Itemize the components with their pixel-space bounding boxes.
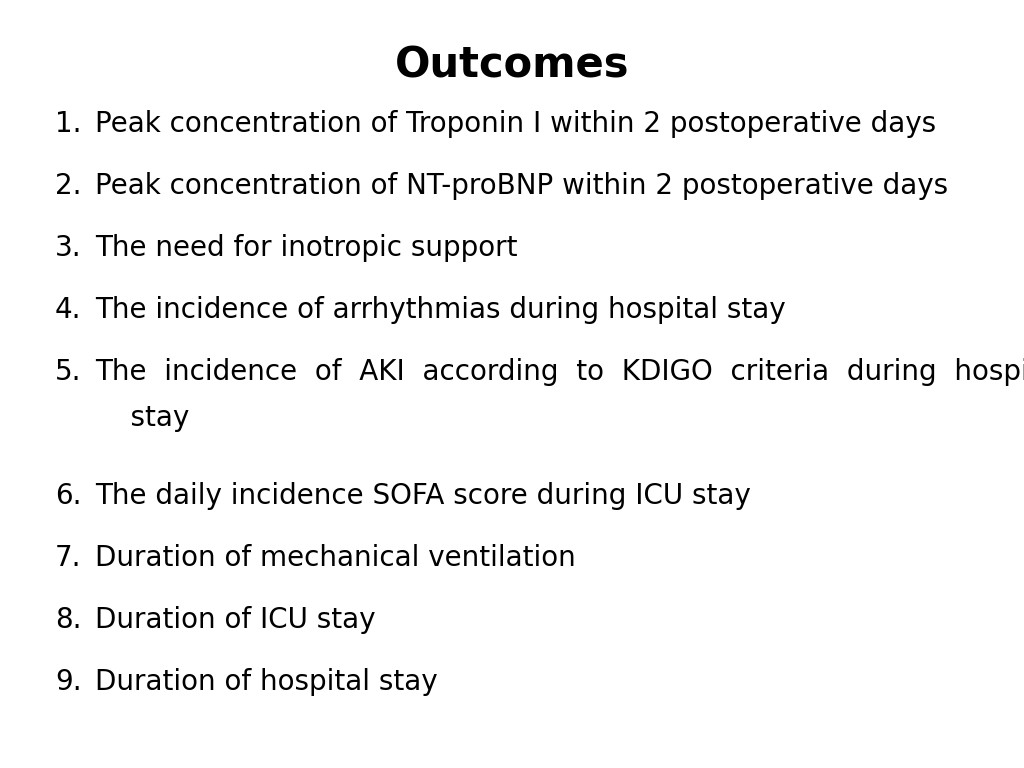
Text: Duration of ICU stay: Duration of ICU stay <box>95 606 376 634</box>
Text: 9.: 9. <box>55 668 82 696</box>
Text: The  incidence  of  AKI  according  to  KDIGO  criteria  during  hospital
    st: The incidence of AKI according to KDIGO … <box>95 358 1024 432</box>
Text: Duration of mechanical ventilation: Duration of mechanical ventilation <box>95 544 575 572</box>
Text: 3.: 3. <box>55 234 82 262</box>
Text: 1.: 1. <box>55 110 82 138</box>
Text: The daily incidence SOFA score during ICU stay: The daily incidence SOFA score during IC… <box>95 482 751 510</box>
Text: Peak concentration of NT-proBNP within 2 postoperative days: Peak concentration of NT-proBNP within 2… <box>95 172 948 200</box>
Text: 2.: 2. <box>55 172 82 200</box>
Text: 5.: 5. <box>55 358 82 386</box>
Text: The need for inotropic support: The need for inotropic support <box>95 234 517 262</box>
Text: 8.: 8. <box>55 606 82 634</box>
Text: Peak concentration of Troponin I within 2 postoperative days: Peak concentration of Troponin I within … <box>95 110 936 138</box>
Text: 4.: 4. <box>55 296 82 324</box>
Text: 6.: 6. <box>55 482 82 510</box>
Text: Duration of hospital stay: Duration of hospital stay <box>95 668 437 696</box>
Text: The incidence of arrhythmias during hospital stay: The incidence of arrhythmias during hosp… <box>95 296 785 324</box>
Text: 7.: 7. <box>55 544 82 572</box>
Text: Outcomes: Outcomes <box>394 45 630 87</box>
